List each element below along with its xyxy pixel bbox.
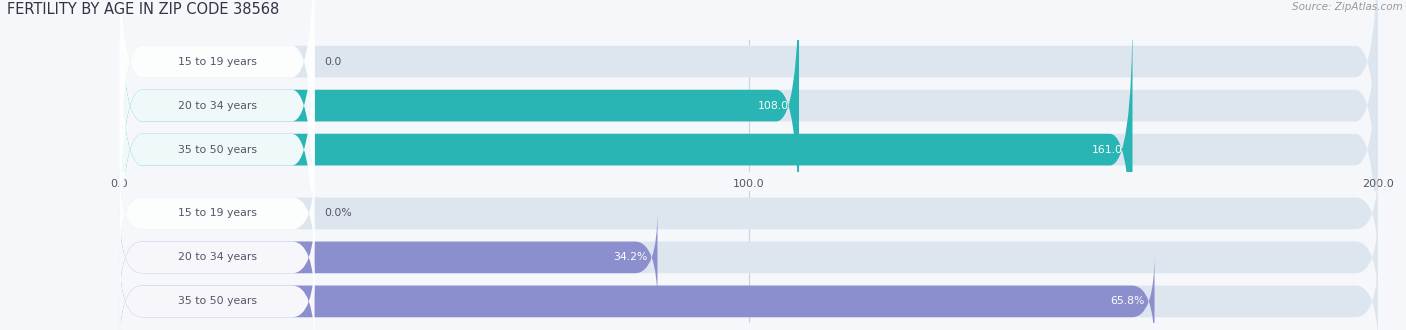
Text: 20 to 34 years: 20 to 34 years xyxy=(177,252,256,262)
Text: 34.2%: 34.2% xyxy=(613,252,647,262)
Text: 35 to 50 years: 35 to 50 years xyxy=(177,145,256,154)
Text: 20 to 34 years: 20 to 34 years xyxy=(177,101,256,111)
FancyBboxPatch shape xyxy=(120,254,1154,330)
Text: Source: ZipAtlas.com: Source: ZipAtlas.com xyxy=(1292,2,1403,12)
FancyBboxPatch shape xyxy=(120,0,1378,204)
FancyBboxPatch shape xyxy=(120,254,1378,330)
FancyBboxPatch shape xyxy=(120,0,315,204)
FancyBboxPatch shape xyxy=(120,166,1378,261)
FancyBboxPatch shape xyxy=(120,0,1378,248)
FancyBboxPatch shape xyxy=(120,0,799,248)
FancyBboxPatch shape xyxy=(120,166,315,261)
Text: 15 to 19 years: 15 to 19 years xyxy=(177,57,256,67)
Text: FERTILITY BY AGE IN ZIP CODE 38568: FERTILITY BY AGE IN ZIP CODE 38568 xyxy=(7,2,280,16)
FancyBboxPatch shape xyxy=(120,0,315,248)
FancyBboxPatch shape xyxy=(120,7,1132,292)
Text: 0.0%: 0.0% xyxy=(325,209,353,218)
FancyBboxPatch shape xyxy=(120,7,315,292)
FancyBboxPatch shape xyxy=(120,210,658,305)
FancyBboxPatch shape xyxy=(120,210,1378,305)
FancyBboxPatch shape xyxy=(120,7,1378,292)
FancyBboxPatch shape xyxy=(120,254,315,330)
Text: 161.0: 161.0 xyxy=(1091,145,1122,154)
Text: 0.0: 0.0 xyxy=(325,57,342,67)
Text: 108.0: 108.0 xyxy=(758,101,789,111)
Text: 35 to 50 years: 35 to 50 years xyxy=(177,296,256,306)
Text: 65.8%: 65.8% xyxy=(1111,296,1144,306)
Text: 15 to 19 years: 15 to 19 years xyxy=(177,209,256,218)
FancyBboxPatch shape xyxy=(120,210,315,305)
